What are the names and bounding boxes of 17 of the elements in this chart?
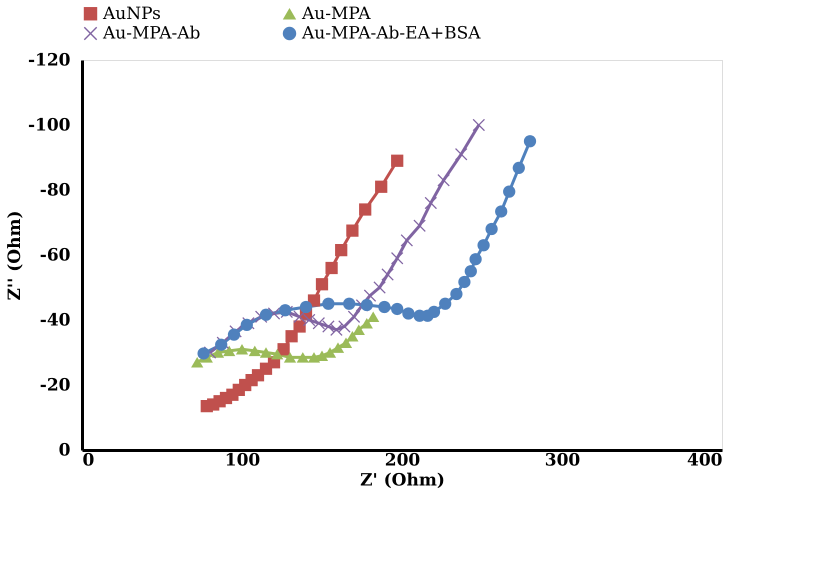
y-tick-label: -80 [40, 180, 71, 200]
y-axis-title: Z'' (Ohm) [4, 210, 25, 300]
x-axis-title: Z' (Ohm) [360, 470, 445, 490]
x-tick-label: 100 [224, 450, 260, 470]
y-tick-label: -100 [28, 116, 71, 136]
y-tick-label: -60 [40, 246, 71, 266]
y-tick-label: -20 [40, 376, 71, 396]
x-tick-label: 0 [82, 450, 94, 470]
legend-label: Au-MPA-Ab [102, 24, 201, 44]
y-tick-label: -40 [40, 310, 71, 330]
legend-label: AuNPs [102, 4, 161, 24]
legend-label: Au-MPA-Ab-EA+BSA [301, 24, 482, 44]
y-tick-label: -120 [28, 50, 71, 70]
x-tick-label: 300 [544, 450, 580, 470]
x-tick-label: 400 [687, 450, 723, 470]
x-tick-label: 200 [384, 450, 420, 470]
legend-label: Au-MPA [301, 4, 372, 24]
